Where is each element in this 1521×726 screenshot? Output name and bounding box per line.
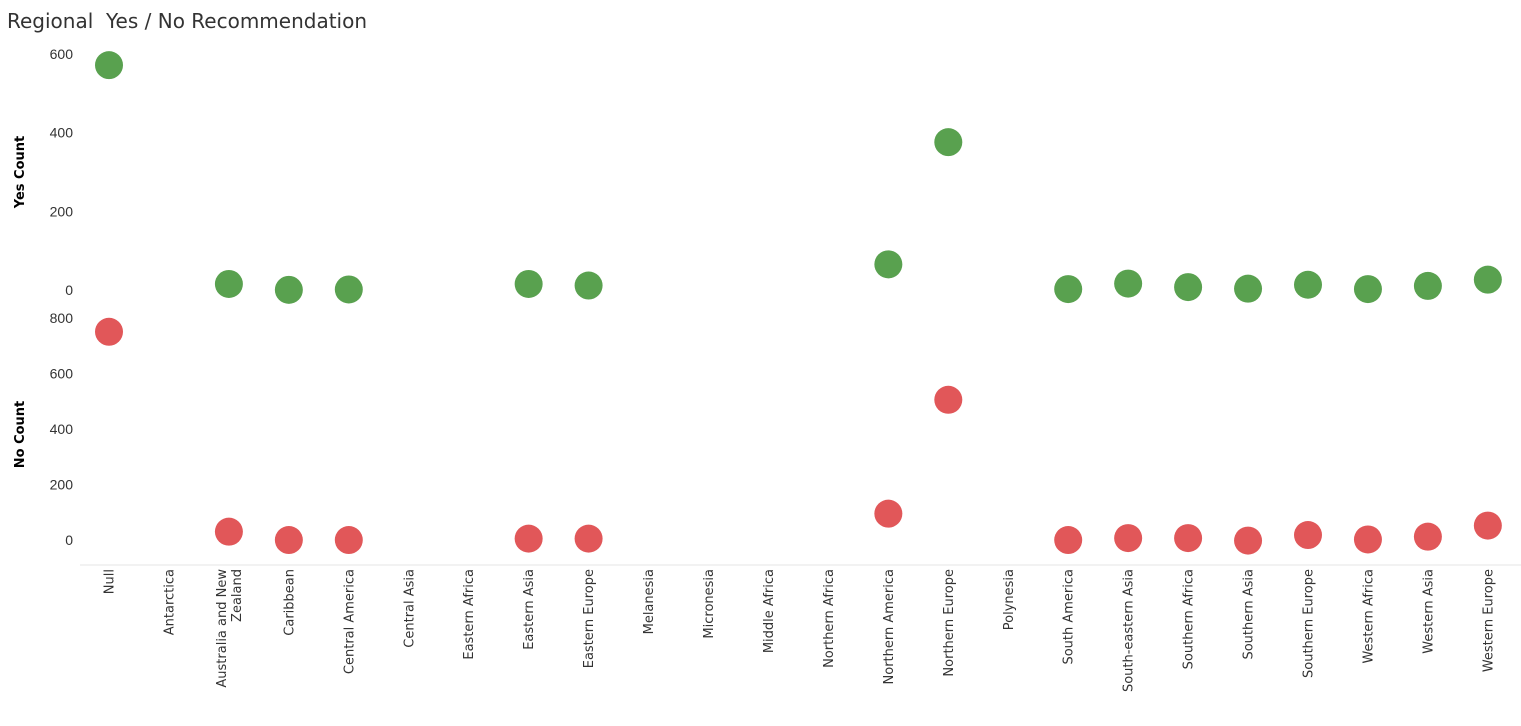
x-tick-southern-africa: Southern Africa [1182,569,1197,669]
x-tick-middle-africa: Middle Africa [762,569,777,653]
no-count-point-australia-and-new-zealand [214,517,243,546]
x-tick-micronesia: Micronesia [702,569,717,639]
yes-count-tick-600: 600 [50,46,74,62]
no-count-point-southern-europe [1294,521,1322,550]
x-tick-southern-asia: Southern Asia [1242,569,1257,660]
no-count-point-southern-asia [1234,526,1263,555]
x-tick-eastern-asia: Eastern Asia [522,569,537,650]
yes-count-point-eastern-europe [574,271,603,300]
x-tick-null: Null [103,569,118,594]
yes-count-point-western-asia [1413,271,1442,300]
no-count-point-western-africa [1353,525,1382,554]
x-tick-western-europe: Western Europe [1481,569,1496,672]
yes-count-point-southern-asia [1234,274,1263,303]
no-count-point-null [95,317,123,346]
no-count-point-western-asia [1413,522,1442,551]
x-tick-melanesia: Melanesia [642,569,657,634]
x-tick-northern-europe: Northern Europe [942,569,957,677]
chart-title: Regional Yes / No Recommendation [7,9,368,33]
x-tick-northern-america: Northern America [882,569,897,684]
no-count-tick-400: 400 [50,421,74,437]
chart-marks [95,51,1502,555]
no-count-point-caribbean [274,526,303,555]
yes-count-point-southern-africa [1174,273,1203,302]
x-tick-south-eastern-asia: South-eastern Asia [1122,569,1137,692]
yes-count-point-western-africa [1353,275,1382,304]
yes-count-tick-400: 400 [50,125,74,141]
no-count-point-eastern-asia [514,524,543,553]
no-count-tick-800: 800 [50,310,74,326]
x-tick-eastern-africa: Eastern Africa [462,569,477,660]
yes-count-point-south-eastern-asia [1114,269,1143,298]
yes-count-point-australia-and-new-zealand [214,269,243,298]
x-tick-antarctica: Antarctica [162,569,177,635]
yes-count-tick-0: 0 [65,282,73,298]
no-count-axis-title: No Count [13,401,28,469]
x-tick-western-asia: Western Asia [1421,569,1436,654]
yes-count-point-caribbean [274,275,303,304]
x-tick-northern-africa: Northern Africa [822,569,837,668]
yes-count-point-southern-europe [1294,270,1322,299]
yes-count-axis-title: Yes Count [13,136,28,210]
x-tick-central-asia: Central Asia [402,569,417,648]
yes-count-point-central-america [334,275,363,304]
yes-count-point-eastern-asia [514,269,543,298]
x-tick-southern-europe: Southern Europe [1302,569,1317,678]
yes-count-point-northern-europe [934,128,963,157]
x-tick-western-africa: Western Africa [1361,569,1376,664]
x-tick-central-america: Central America [342,569,357,674]
yes-count-point-null [95,51,123,80]
no-count-tick-0: 0 [65,532,73,548]
yes-count-tick-200: 200 [50,203,74,219]
x-tick-australia-and-new-zealand: Australia and NewZealand [215,569,245,688]
no-count-point-south-eastern-asia [1114,524,1143,553]
no-count-point-western-europe [1473,511,1502,540]
no-count-point-northern-europe [934,385,963,414]
yes-count-point-western-europe [1473,265,1502,294]
yes-count-point-south-america [1054,275,1083,304]
x-tick-caribbean: Caribbean [282,569,297,636]
no-count-point-northern-america [874,499,903,528]
y-axes: 0 200 400 600 Yes Count 0 200 400 600 800 No Count [13,46,73,548]
x-tick-eastern-europe: Eastern Europe [582,569,597,668]
no-count-tick-200: 200 [50,476,74,492]
no-count-point-southern-africa [1174,524,1203,553]
no-count-point-central-america [334,526,363,555]
no-count-tick-600: 600 [50,365,74,381]
no-count-point-south-america [1054,526,1083,555]
x-tick-south-america: South America [1062,569,1077,665]
yes-count-point-northern-america [874,250,903,279]
x-axis: Null Antarctica Australia and NewZealand Ca… [80,564,1521,692]
x-tick-polynesia: Polynesia [1002,569,1017,630]
no-count-point-eastern-europe [574,524,603,553]
